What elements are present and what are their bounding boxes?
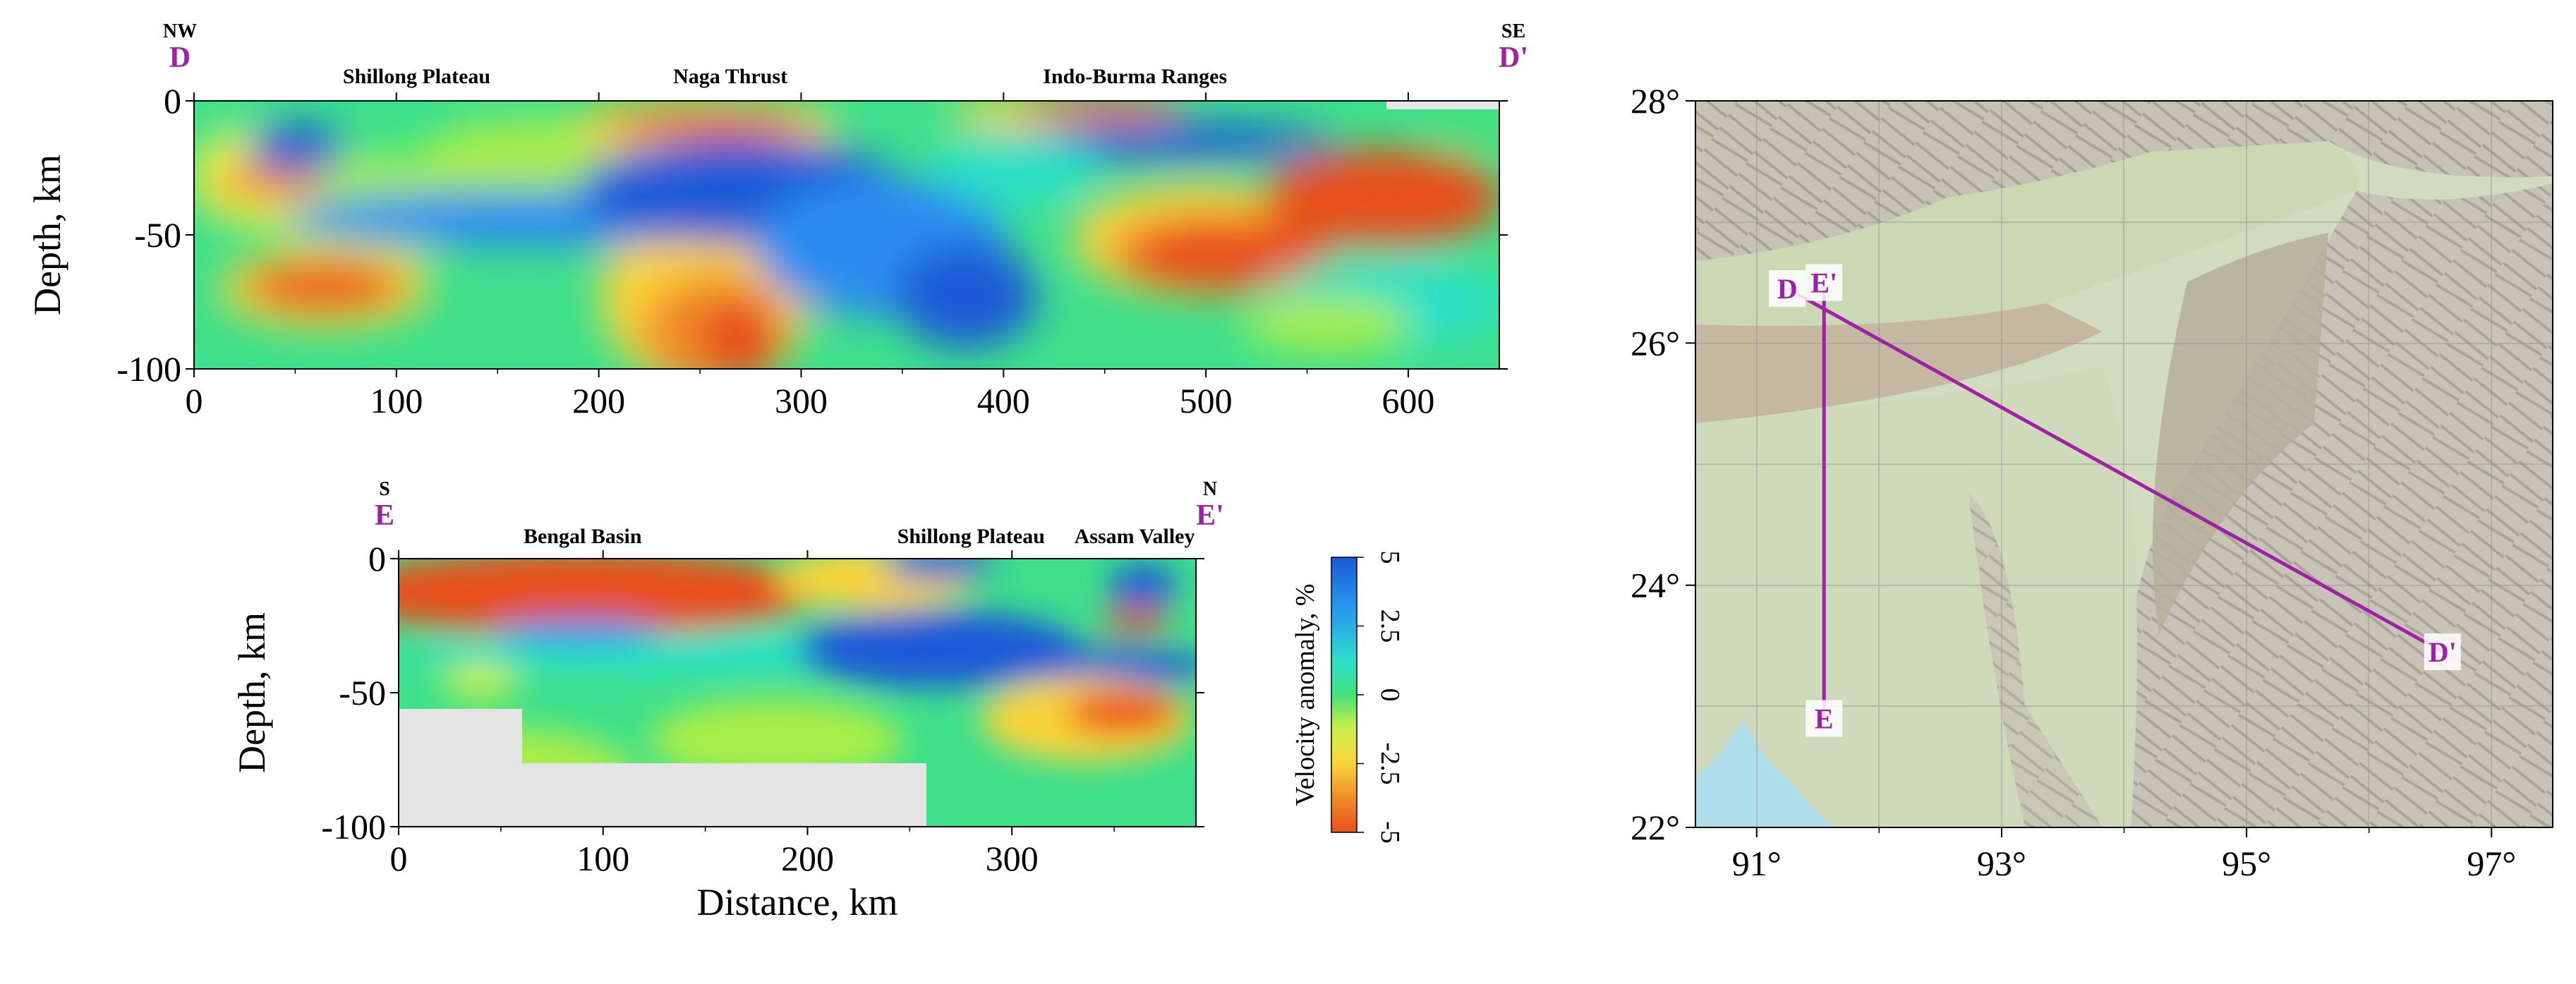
x-tick-label: 0 [390,839,408,878]
x-tick-label: 400 [977,381,1030,420]
end-direction-label: SE [1501,20,1525,42]
profile-line [1786,286,2443,654]
x-tick-label: 100 [370,381,423,420]
profile-end-label: E [1815,703,1834,735]
x-tick-label: 500 [1180,381,1233,420]
x-tick-label: 300 [986,839,1039,878]
profile-label-box [1806,264,1843,301]
colorbar-tick-label: 0 [1375,688,1405,702]
profile-label-box [1806,700,1843,737]
lat-tick-label: 22° [1631,808,1680,847]
colorbar-label: Velocity anomaly, % [1290,583,1320,806]
section-d-plot: 0 100 200 300 400 500 600 0 -50 -100 Depth, km NWD S… [26,20,1528,420]
section-e-axes: 0 100 200 300 0 -50 -100 Depth, km Distance, km S… [231,478,1224,923]
profile-label-box [1769,270,1806,308]
end-profile-label: D' [1499,42,1528,74]
lon-tick-label: 97° [2467,844,2516,883]
section-e-plot: 0 100 200 300 0 -50 -100 Depth, km Distance, km S… [231,478,1224,923]
lon-tick-label: 91° [1732,844,1782,883]
x-axis-label: Distance, km [697,881,898,923]
start-profile-label: E [375,499,394,532]
region-annotation: Shillong Plateau [343,65,490,88]
colorbar-tick-label: -2.5 [1375,742,1405,784]
lat-tick-label: 26° [1631,323,1680,363]
section-d-axes: 0 100 200 300 400 500 600 0 -50 -100 Depth, km NWD S… [26,20,1528,420]
colorbar-tick-label: 5 [1375,551,1405,564]
x-tick-label: 100 [576,839,629,878]
y-tick-label: -50 [339,673,386,712]
y-tick-label: -100 [116,349,181,389]
start-direction-label: S [379,478,390,500]
y-tick-label: 0 [164,81,181,121]
start-direction-label: NW [163,20,197,42]
lon-tick-label: 93° [1977,844,2026,883]
x-tick-label: 200 [781,839,834,878]
x-tick-label: 600 [1381,381,1434,420]
colorbar-tick-label: 2.5 [1375,609,1405,643]
end-profile-label: E' [1196,499,1224,532]
y-axis-label: Depth, km [26,154,68,315]
lon-tick-label: 95° [2222,844,2271,883]
y-axis-label: Depth, km [231,612,273,773]
location-map: 91° 93° 95° 97° 28° 26° 24° 22° D D' E' E [1631,81,2553,883]
region-annotation: Bengal Basin [524,525,642,548]
lat-tick-label: 28° [1631,81,1680,121]
x-tick-label: 0 [186,381,203,420]
y-tick-label: 0 [368,539,386,578]
map-profiles: D D' E' E [1769,264,2461,737]
lat-tick-label: 24° [1631,566,1680,605]
x-tick-label: 300 [775,381,828,420]
region-annotation: Indo-Burma Ranges [1043,65,1227,88]
map-axes: 91° 93° 95° 97° 28° 26° 24° 22° [1631,81,2516,883]
region-annotation: Assam Valley [1075,525,1195,548]
start-profile-label: D [169,42,191,74]
profile-end-label: E' [1810,267,1837,299]
profile-end-label: D [1777,273,1798,305]
region-annotation: Naga Thrust [673,65,787,88]
end-direction-label: N [1203,478,1217,500]
y-tick-label: -100 [321,807,386,846]
x-tick-label: 200 [572,381,625,420]
colorbar-tick-label: -5 [1375,821,1405,844]
region-annotation: Shillong Plateau [897,525,1045,548]
profile-label-box [2424,633,2461,671]
y-tick-label: -50 [134,215,181,255]
colorbar: 5 2.5 0 -2.5 -5 Velocity anomaly, % [1290,551,1405,844]
profile-end-label: D' [2429,636,2457,668]
